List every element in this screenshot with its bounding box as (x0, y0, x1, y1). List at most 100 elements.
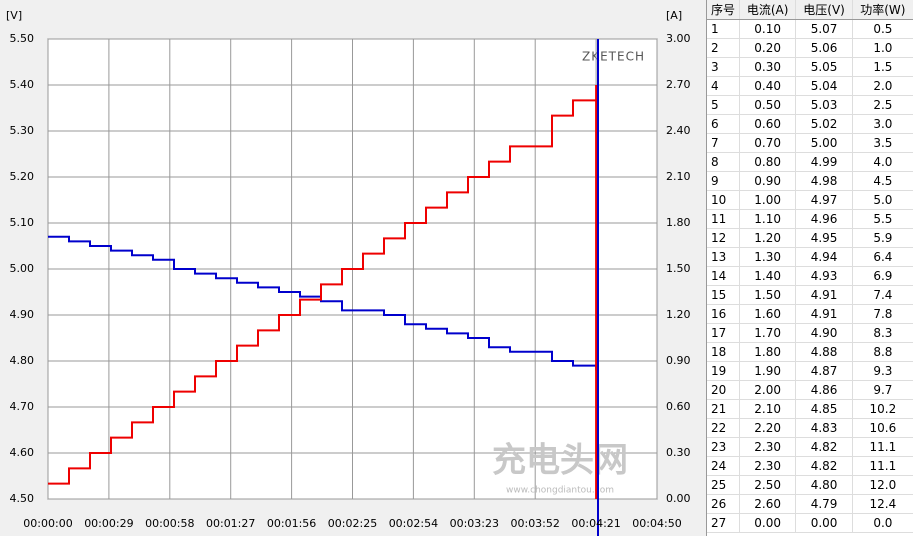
table-cell: 0.70 (739, 133, 797, 153)
table-cell: 8.3 (852, 323, 913, 343)
table-cell: 20 (707, 380, 740, 400)
table-row: 19 1.90 4.87 9.3 (707, 361, 913, 381)
table-cell: 6 (707, 114, 740, 134)
watermark: 充电头网 (492, 441, 628, 481)
y-tick-label: 5.30 (10, 124, 35, 137)
table-row: 26 2.60 4.79 12.4 (707, 494, 913, 514)
table-cell: 0.00 (739, 513, 797, 533)
table-cell: 3.0 (852, 114, 913, 134)
table-cell: 4.99 (795, 152, 853, 172)
table-row: 25 2.50 4.80 12.0 (707, 475, 913, 495)
table-cell: 4.86 (795, 380, 853, 400)
brand: ZKETECH (582, 50, 645, 64)
table-cell: 4.95 (795, 228, 853, 248)
x-tick-label: 00:04:21 (571, 517, 620, 530)
y2-tick-label: 0.60 (666, 400, 691, 413)
table-cell: 19 (707, 361, 740, 381)
table-cell: 9.7 (852, 380, 913, 400)
table-row: 11 1.10 4.96 5.5 (707, 209, 913, 229)
table-cell: 1.40 (739, 266, 797, 286)
y2-tick-label: 2.70 (666, 78, 691, 91)
table-cell: 12.0 (852, 475, 913, 495)
y2-tick-label: 3.00 (666, 32, 691, 45)
table-cell: 2.00 (739, 380, 797, 400)
table-row: 7 0.70 5.00 3.5 (707, 133, 913, 153)
table-cell: 8.8 (852, 342, 913, 362)
table-cell: 22 (707, 418, 740, 438)
table-cell: 12.4 (852, 494, 913, 514)
table-row: 6 0.60 5.02 3.0 (707, 114, 913, 134)
x-tick-label: 00:00:58 (145, 517, 194, 530)
table-cell: 1.20 (739, 228, 797, 248)
table-cell: 2.20 (739, 418, 797, 438)
table-cell: 4.90 (795, 323, 853, 343)
table-cell: 18 (707, 342, 740, 362)
table-row: 3 0.30 5.05 1.5 (707, 57, 913, 77)
y2-unit: [A] (666, 9, 682, 22)
table-cell: 0.40 (739, 76, 797, 96)
table-cell: 3.5 (852, 133, 913, 153)
x-tick-label: 00:03:52 (510, 517, 559, 530)
table-cell: 1.60 (739, 304, 797, 324)
table-cell: 10.6 (852, 418, 913, 438)
y-unit: [V] (6, 9, 22, 22)
table-cell: 4.5 (852, 171, 913, 191)
y2-tick-label: 1.20 (666, 308, 691, 321)
table-cell: 26 (707, 494, 740, 514)
y-tick-label: 5.00 (10, 262, 35, 275)
table-cell: 4.87 (795, 361, 853, 381)
table-cell: 4.93 (795, 266, 853, 286)
table-cell: 4.0 (852, 152, 913, 172)
table-cell: 1.00 (739, 190, 797, 210)
y-tick-label: 5.40 (10, 78, 35, 91)
table-cell: 2 (707, 38, 740, 58)
table-cell: 1.50 (739, 285, 797, 305)
table-header: 电压(V) (795, 0, 853, 20)
series-line (48, 85, 598, 499)
table: 序号 电流(A) 电压(V) 功率(W) 1 0.10 5.07 0.5 2 0.20 5.06 1.… (707, 0, 913, 533)
table-cell: 11 (707, 209, 740, 229)
table-cell: 4.85 (795, 399, 853, 419)
table-cell: 4.82 (795, 456, 853, 476)
table-cell: 5.04 (795, 76, 853, 96)
y-tick-label: 4.80 (10, 354, 35, 367)
table-cell: 5.05 (795, 57, 853, 77)
table-row: 24 2.30 4.82 11.1 (707, 456, 913, 476)
table-cell: 1.90 (739, 361, 797, 381)
table-cell: 2.50 (739, 475, 797, 495)
table-cell: 17 (707, 323, 740, 343)
table-cell: 1.0 (852, 38, 913, 58)
table-row: 18 1.80 4.88 8.8 (707, 342, 913, 362)
table-cell: 4.97 (795, 190, 853, 210)
table-cell: 5.02 (795, 114, 853, 134)
data-table: 序号 电流(A) 电压(V) 功率(W) 1 0.10 5.07 0.5 2 0.20 5.06 1.… (706, 0, 913, 536)
table-row: 12 1.20 4.95 5.9 (707, 228, 913, 248)
table-cell: 7.8 (852, 304, 913, 324)
table-cell: 10.2 (852, 399, 913, 419)
table-cell: 11.1 (852, 437, 913, 457)
chart: [V] [A] ZKETECH 充电头网 www.chongdiantou.co… (6, 9, 691, 536)
y-tick-label: 5.10 (10, 216, 35, 229)
x-tick-label: 00:03:23 (450, 517, 499, 530)
table-header: 功率(W) (852, 0, 913, 20)
table-cell: 10 (707, 190, 740, 210)
table-cell: 0.0 (852, 513, 913, 533)
table-cell: 1.10 (739, 209, 797, 229)
y-tick-label: 4.50 (10, 492, 35, 505)
table-row: 21 2.10 4.85 10.2 (707, 399, 913, 419)
table-header: 序号 (707, 0, 740, 20)
table-cell: 14 (707, 266, 740, 286)
table-cell: 4.98 (795, 171, 853, 191)
table-cell: 6.4 (852, 247, 913, 267)
table-cell: 16 (707, 304, 740, 324)
table-cell: 3 (707, 57, 740, 77)
table-cell: 4.96 (795, 209, 853, 229)
table-row: 5 0.50 5.03 2.5 (707, 95, 913, 115)
table-row: 4 0.40 5.04 2.0 (707, 76, 913, 96)
y-tick-label: 4.90 (10, 308, 35, 321)
table-cell: 7.4 (852, 285, 913, 305)
watermark-url: www.chongdiantou.com (506, 486, 614, 496)
x-tick-label: 00:04:50 (632, 517, 681, 530)
table-cell: 1 (707, 19, 740, 39)
